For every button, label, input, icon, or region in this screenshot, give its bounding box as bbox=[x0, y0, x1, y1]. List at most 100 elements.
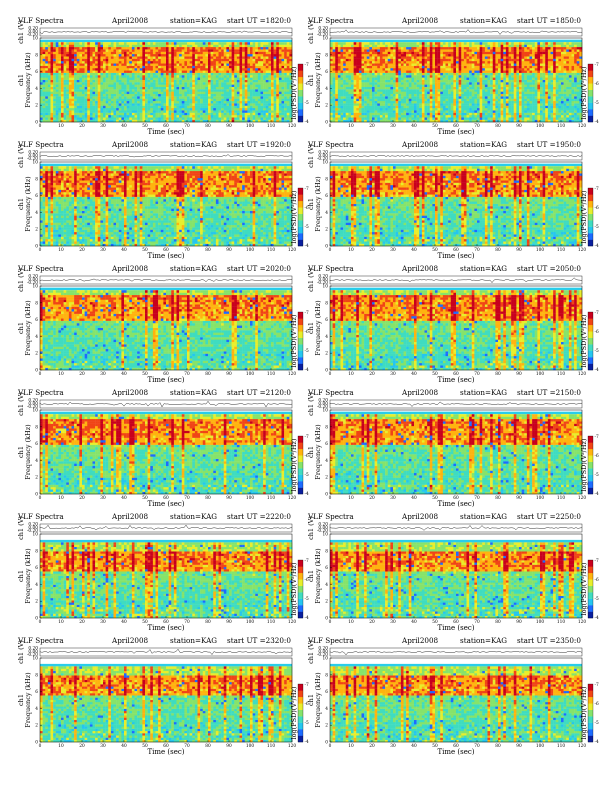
spectrogram-cell bbox=[121, 112, 125, 116]
spectrogram-cell bbox=[247, 119, 251, 123]
waveform-axis-label: ch1 (V) bbox=[17, 20, 25, 44]
spectrogram-cell bbox=[411, 63, 415, 66]
spectrogram-cell bbox=[247, 68, 251, 71]
spectrogram-cell bbox=[213, 96, 217, 99]
spectrogram-cell bbox=[113, 98, 117, 102]
spectrogram-cell bbox=[403, 100, 407, 104]
spectrogram-cell bbox=[95, 79, 98, 83]
spectrogram-cell bbox=[82, 51, 85, 55]
spectrogram-cell bbox=[427, 100, 430, 104]
spectrogram-cell bbox=[348, 51, 352, 55]
spectrogram-cell bbox=[284, 60, 287, 64]
spectrogram-cell bbox=[142, 79, 146, 83]
spectrogram-cell bbox=[244, 42, 248, 45]
spectrogram-cell bbox=[89, 105, 93, 109]
spectrogram-cell bbox=[173, 103, 177, 106]
spectrogram-cell bbox=[113, 86, 117, 90]
spectrogram-cell bbox=[68, 68, 72, 71]
spectrogram-cell bbox=[160, 63, 164, 66]
spectrogram-cell bbox=[286, 70, 290, 73]
spectrogram-cell bbox=[187, 42, 190, 45]
spectrogram-cell bbox=[340, 91, 344, 95]
spectrogram-cell bbox=[432, 107, 436, 111]
spectrogram-cell bbox=[432, 70, 436, 73]
spectrogram-cell bbox=[40, 117, 43, 120]
spectrogram-cell bbox=[74, 89, 77, 92]
spectrogram-cell bbox=[126, 63, 130, 66]
spectrogram-cell bbox=[343, 114, 346, 118]
spectrogram-cell bbox=[374, 60, 378, 64]
spectrogram-cell bbox=[364, 93, 367, 97]
spectrogram-cell bbox=[416, 103, 420, 106]
spectrogram-cell bbox=[250, 103, 253, 106]
spectrogram-cell bbox=[358, 44, 362, 48]
spectrogram-cell bbox=[421, 58, 425, 62]
spectrogram-cell bbox=[95, 49, 98, 52]
spectrogram-cell bbox=[332, 119, 336, 123]
spectrogram-cell bbox=[55, 53, 59, 57]
spectrogram-cell bbox=[358, 93, 362, 97]
spectrogram-cell bbox=[68, 72, 72, 76]
spectrogram-cell bbox=[105, 112, 109, 116]
spectrogram-cell bbox=[82, 117, 85, 120]
spectrogram-cell bbox=[276, 63, 280, 66]
spectrogram-cell bbox=[453, 84, 457, 87]
spectrogram-cell bbox=[424, 63, 428, 66]
spectrogram-cell bbox=[213, 58, 217, 62]
spectrogram-cell bbox=[393, 75, 396, 78]
spectrogram-cell bbox=[200, 58, 203, 62]
spectrogram-cell bbox=[390, 103, 394, 106]
spectrogram-cell bbox=[411, 77, 415, 80]
spectrogram-cell bbox=[194, 53, 198, 57]
spectrogram-cell bbox=[442, 93, 446, 97]
spectrogram-cell bbox=[221, 51, 224, 55]
spectrogram-cell bbox=[221, 112, 224, 116]
spectrogram-cell bbox=[448, 112, 451, 116]
spectrogram-cell bbox=[184, 100, 188, 104]
spectrogram-cell bbox=[337, 110, 341, 113]
spectrogram-cell bbox=[89, 46, 93, 50]
spectrogram-cell bbox=[284, 112, 287, 116]
spectrogram-cell bbox=[155, 91, 159, 95]
spectrogram-cell bbox=[118, 63, 122, 66]
spectrogram-cell bbox=[286, 82, 290, 85]
spectrogram-cell bbox=[108, 117, 112, 120]
spectrogram-cell bbox=[53, 51, 56, 55]
spectrogram-cell bbox=[393, 79, 396, 83]
spectrogram-cell bbox=[236, 79, 240, 83]
spectrogram-cell bbox=[340, 117, 344, 120]
spectrogram-cell bbox=[278, 70, 282, 73]
spectrogram-cell bbox=[205, 51, 209, 55]
spectrogram-cell bbox=[379, 110, 383, 113]
spectrogram-cell bbox=[414, 98, 417, 102]
spectrogram-cell bbox=[126, 112, 130, 116]
spectrogram-cell bbox=[121, 117, 125, 120]
spectrogram-cell bbox=[403, 51, 407, 55]
spectrogram-cell bbox=[150, 75, 154, 78]
spectrogram-cell bbox=[131, 84, 135, 87]
spectrogram-cell bbox=[200, 110, 203, 113]
spectrogram-cell bbox=[406, 98, 409, 102]
spectrogram-cell bbox=[453, 72, 457, 76]
spectrogram-cell bbox=[68, 89, 72, 92]
spectrogram-cell bbox=[395, 44, 399, 48]
spectrogram-cell bbox=[184, 53, 188, 57]
spectrogram-cell bbox=[223, 117, 227, 120]
spectrogram-cell bbox=[79, 65, 83, 69]
spectrogram-cell bbox=[126, 75, 130, 78]
spectrogram-cell bbox=[103, 119, 106, 123]
spectrogram-cell bbox=[377, 58, 381, 62]
spectrogram-cell bbox=[63, 112, 67, 116]
spectrogram-cell bbox=[79, 110, 83, 113]
spectrogram-cell bbox=[236, 82, 240, 85]
spectrogram-cell bbox=[79, 44, 83, 48]
spectrogram-cell bbox=[103, 49, 106, 52]
spectrogram-cell bbox=[289, 44, 293, 48]
spectrogram-cell bbox=[187, 51, 190, 55]
spectrogram-cell bbox=[345, 93, 349, 97]
spectrogram-cell bbox=[137, 77, 140, 80]
spectrogram-cell bbox=[223, 63, 227, 66]
spectrogram-cell bbox=[181, 56, 185, 59]
spectrogram-cell bbox=[239, 79, 243, 83]
spectrogram-cell bbox=[197, 98, 201, 102]
